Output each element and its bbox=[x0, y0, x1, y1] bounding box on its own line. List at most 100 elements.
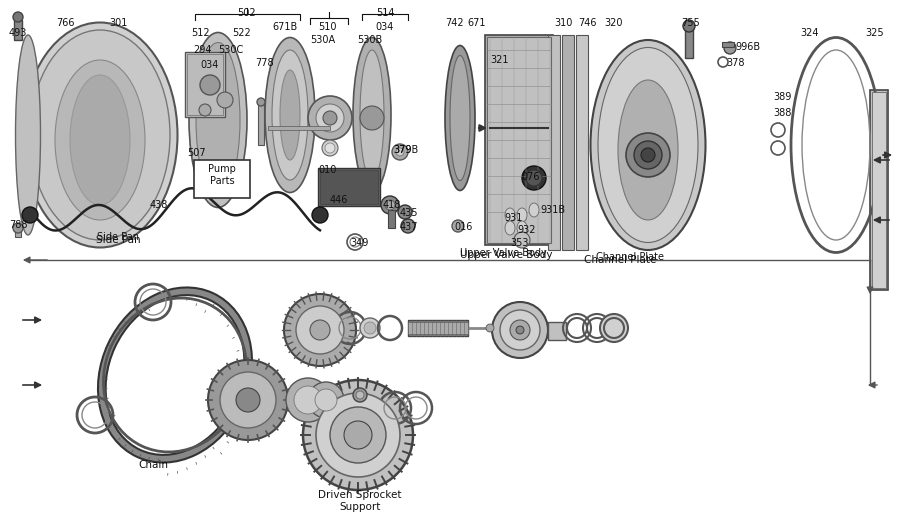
Bar bbox=[15, 225, 21, 237]
Circle shape bbox=[360, 318, 380, 338]
Text: 388: 388 bbox=[773, 108, 791, 118]
Bar bbox=[318, 168, 380, 206]
Text: 671B: 671B bbox=[273, 22, 298, 32]
Text: 778: 778 bbox=[255, 58, 274, 68]
Text: Chain: Chain bbox=[138, 460, 168, 470]
Circle shape bbox=[641, 148, 655, 162]
Circle shape bbox=[385, 200, 395, 210]
Ellipse shape bbox=[353, 37, 391, 193]
Bar bbox=[485, 35, 553, 245]
Bar bbox=[685, 28, 693, 58]
Circle shape bbox=[360, 106, 384, 130]
Bar bbox=[258, 100, 264, 145]
Text: 389: 389 bbox=[773, 92, 791, 102]
Text: 931: 931 bbox=[505, 213, 523, 223]
Bar bbox=[722, 42, 734, 47]
Circle shape bbox=[634, 141, 662, 169]
Ellipse shape bbox=[22, 22, 177, 248]
Text: 493: 493 bbox=[9, 28, 27, 38]
Bar bbox=[548, 322, 566, 340]
Text: 435: 435 bbox=[400, 208, 419, 218]
Bar bbox=[14, 20, 22, 40]
Circle shape bbox=[396, 148, 404, 156]
Circle shape bbox=[308, 382, 344, 418]
Circle shape bbox=[344, 421, 372, 449]
Ellipse shape bbox=[590, 40, 706, 250]
Text: 034: 034 bbox=[200, 60, 219, 70]
Text: 301: 301 bbox=[109, 18, 127, 28]
Text: 510: 510 bbox=[318, 22, 337, 32]
Text: 514: 514 bbox=[376, 8, 394, 18]
Bar bbox=[268, 126, 330, 130]
Circle shape bbox=[200, 75, 220, 95]
Circle shape bbox=[514, 232, 530, 248]
Circle shape bbox=[392, 144, 408, 160]
Text: 010: 010 bbox=[318, 165, 337, 175]
Text: 294: 294 bbox=[193, 45, 212, 55]
Circle shape bbox=[604, 318, 624, 338]
Ellipse shape bbox=[70, 75, 130, 205]
FancyBboxPatch shape bbox=[194, 160, 250, 198]
Text: 507: 507 bbox=[186, 148, 205, 158]
Text: 522: 522 bbox=[232, 28, 251, 38]
Circle shape bbox=[236, 388, 260, 412]
Circle shape bbox=[208, 360, 288, 440]
Text: Channel Plate: Channel Plate bbox=[596, 252, 664, 262]
Ellipse shape bbox=[360, 50, 384, 180]
Bar bbox=[408, 322, 468, 334]
Ellipse shape bbox=[450, 56, 470, 181]
Text: 766: 766 bbox=[56, 18, 74, 28]
Circle shape bbox=[325, 143, 335, 153]
Ellipse shape bbox=[189, 33, 247, 208]
Ellipse shape bbox=[30, 30, 170, 240]
Ellipse shape bbox=[15, 35, 40, 235]
Text: 931B: 931B bbox=[540, 205, 565, 215]
Bar bbox=[320, 170, 378, 204]
Text: 325: 325 bbox=[866, 28, 885, 38]
Circle shape bbox=[381, 196, 399, 214]
Text: Upper Valve Body: Upper Valve Body bbox=[460, 248, 547, 258]
Text: Side Pan: Side Pan bbox=[97, 232, 139, 242]
Circle shape bbox=[401, 219, 415, 233]
Circle shape bbox=[310, 320, 330, 340]
Circle shape bbox=[199, 104, 211, 116]
Circle shape bbox=[330, 407, 386, 463]
Text: Driven Sprocket
Support: Driven Sprocket Support bbox=[319, 490, 401, 512]
Circle shape bbox=[522, 166, 546, 190]
Text: Side Pan: Side Pan bbox=[95, 235, 140, 245]
Text: 324: 324 bbox=[801, 28, 819, 38]
Circle shape bbox=[323, 111, 337, 125]
Circle shape bbox=[316, 393, 400, 477]
Text: 076: 076 bbox=[522, 172, 540, 182]
Ellipse shape bbox=[618, 80, 678, 220]
Circle shape bbox=[316, 104, 344, 132]
Text: 530B: 530B bbox=[357, 35, 382, 45]
Circle shape bbox=[296, 306, 344, 354]
Circle shape bbox=[312, 207, 328, 223]
Circle shape bbox=[356, 391, 364, 399]
Ellipse shape bbox=[272, 50, 308, 180]
Text: 353: 353 bbox=[511, 238, 529, 248]
Circle shape bbox=[683, 20, 695, 32]
Circle shape bbox=[492, 302, 548, 358]
Bar bbox=[487, 37, 551, 243]
Circle shape bbox=[364, 322, 376, 334]
Circle shape bbox=[13, 223, 23, 233]
Text: Channel Plate: Channel Plate bbox=[584, 255, 656, 265]
Ellipse shape bbox=[445, 46, 475, 190]
Bar bbox=[388, 210, 395, 228]
Ellipse shape bbox=[529, 203, 539, 217]
Text: 320: 320 bbox=[604, 18, 623, 28]
Circle shape bbox=[284, 294, 356, 366]
Text: 418: 418 bbox=[383, 200, 401, 210]
Text: 530C: 530C bbox=[218, 45, 243, 55]
Circle shape bbox=[486, 324, 494, 332]
Circle shape bbox=[500, 310, 540, 350]
Circle shape bbox=[303, 380, 413, 490]
Text: 378: 378 bbox=[726, 58, 744, 68]
Circle shape bbox=[353, 388, 367, 402]
Bar bbox=[187, 54, 223, 115]
Text: 746: 746 bbox=[578, 18, 597, 28]
Ellipse shape bbox=[265, 37, 315, 193]
Circle shape bbox=[626, 133, 670, 177]
